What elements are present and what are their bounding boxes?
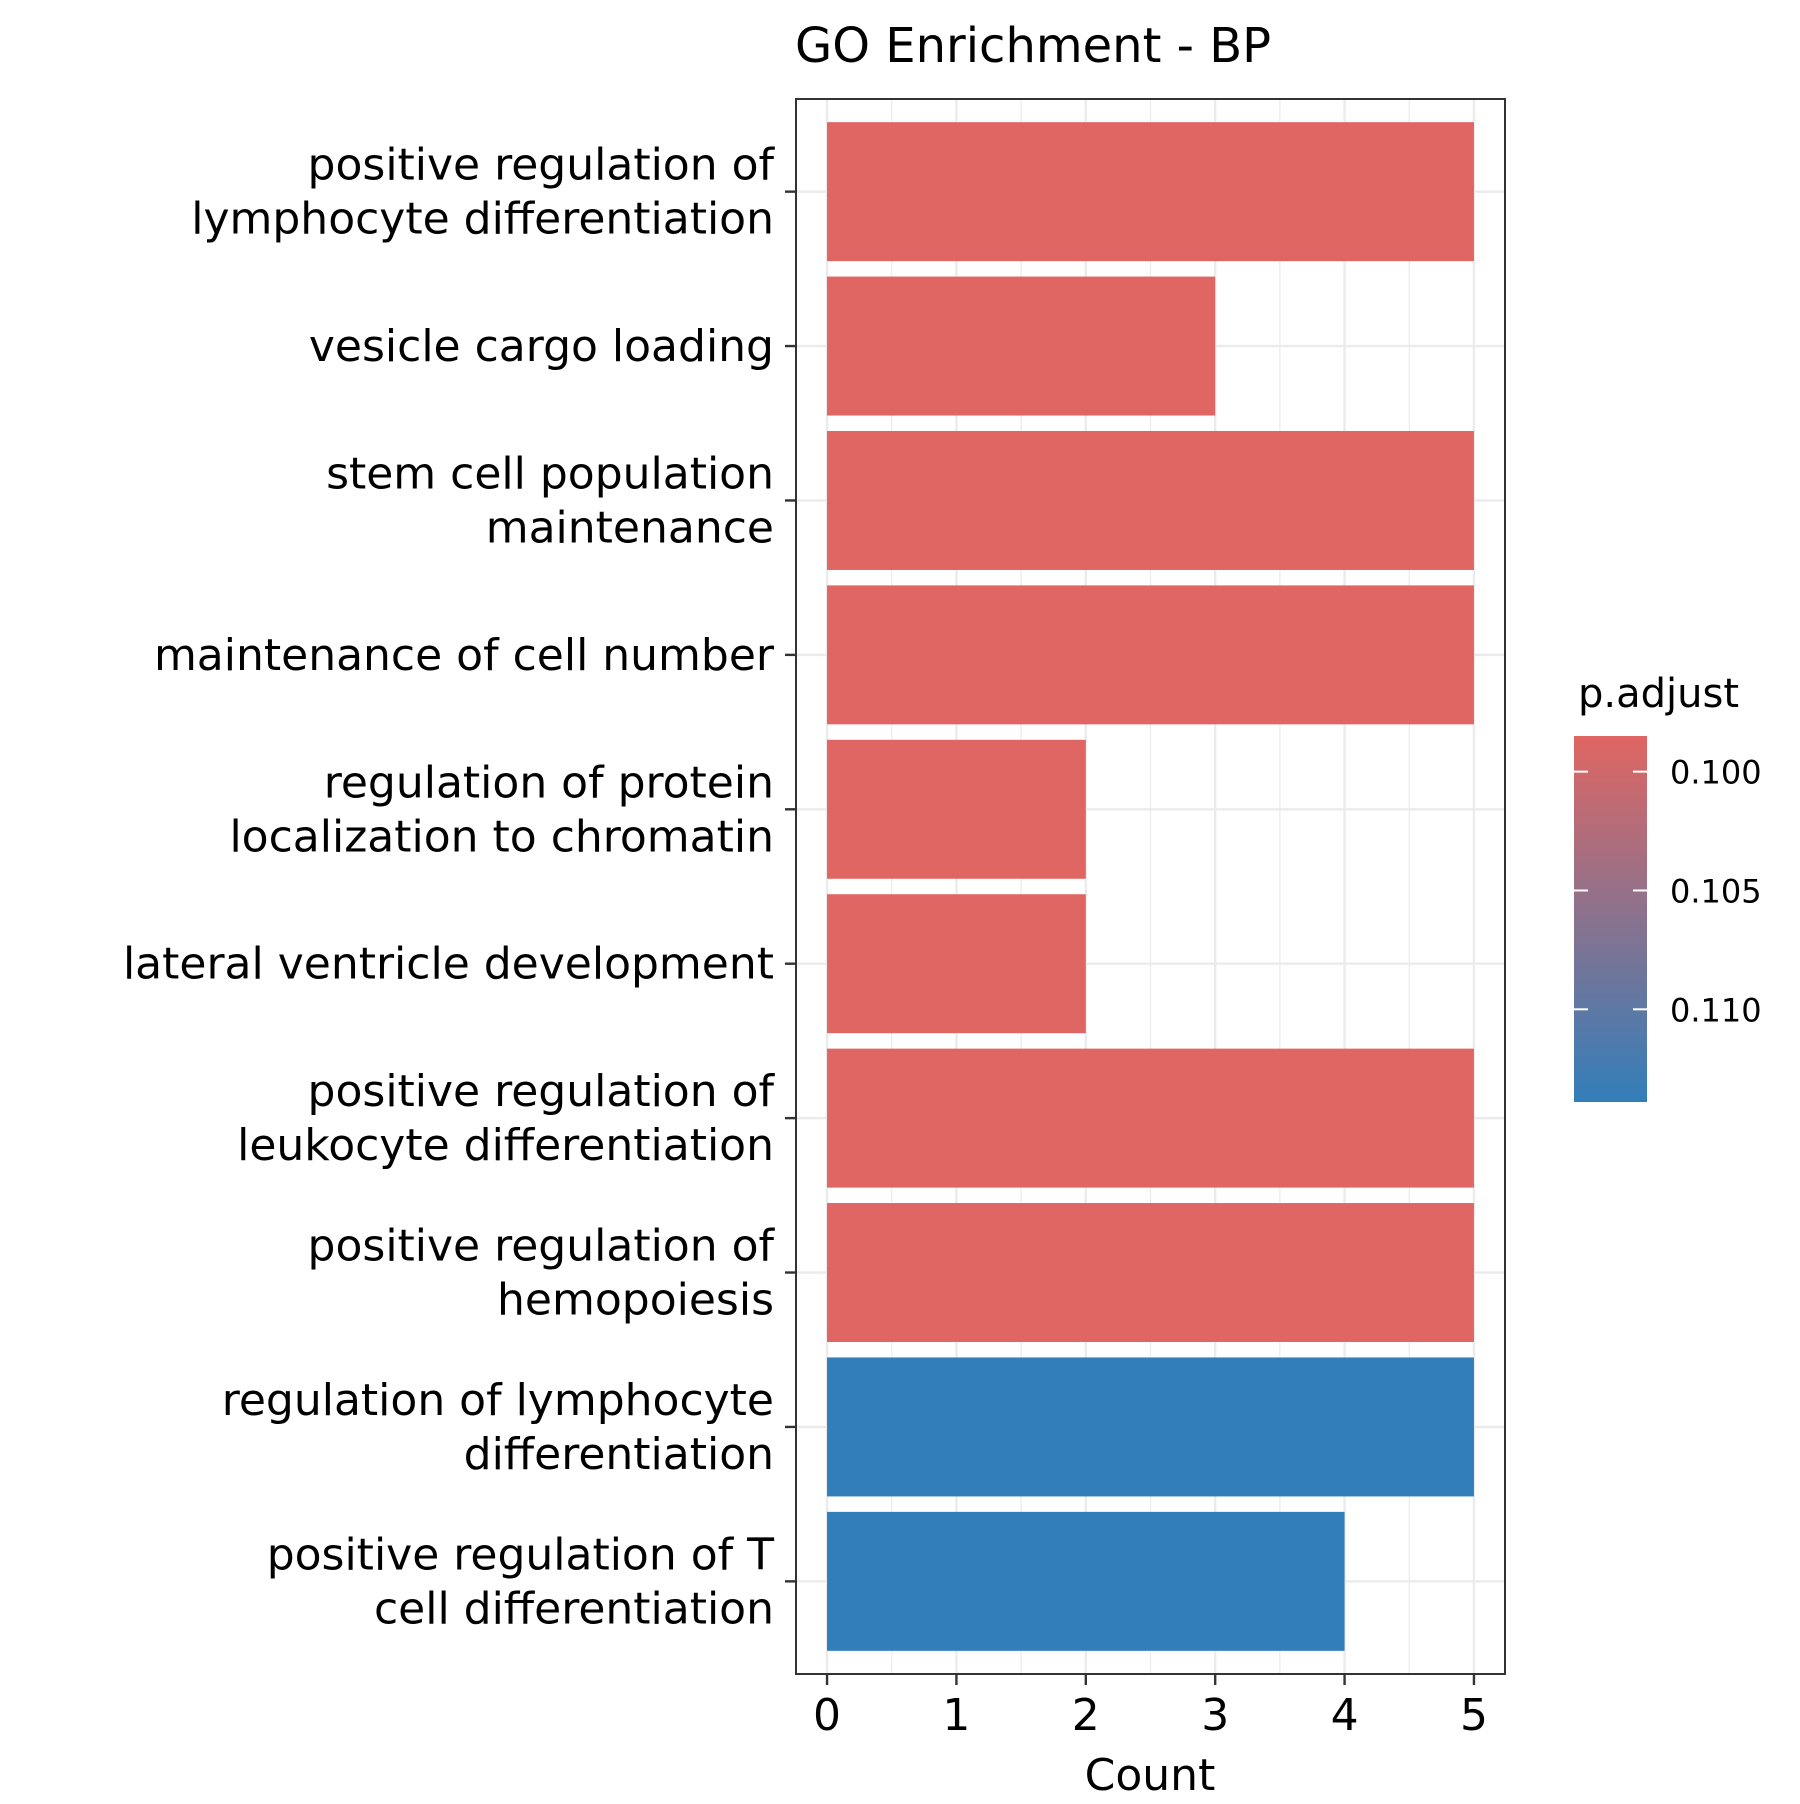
- y-tick-label: vesicle cargo loading: [309, 321, 774, 372]
- bars: [827, 122, 1474, 1651]
- plot-panel-border: [795, 98, 1506, 1675]
- y-tick-label: lateral ventricle development: [123, 939, 774, 990]
- legend-colorbar: [1574, 736, 1647, 1102]
- y-tick-label: regulation of protein localization to chr…: [229, 757, 774, 862]
- legend-tick-label: 0.105: [1670, 872, 1762, 910]
- bar: [827, 739, 1086, 879]
- legend-tick-label: 0.100: [1670, 754, 1762, 792]
- y-tick-label: positive regulation of hemopoiesis: [308, 1221, 776, 1326]
- legend-tick-label: 0.110: [1670, 991, 1762, 1029]
- x-tick-label: 0: [813, 1690, 841, 1741]
- bar: [827, 1203, 1474, 1343]
- x-tick-label: 3: [1201, 1690, 1229, 1741]
- x-tick-label: 2: [1072, 1690, 1100, 1741]
- y-tick-label: maintenance of cell number: [154, 630, 775, 681]
- legend-title: p.adjust: [1578, 671, 1739, 717]
- chart-title: GO Enrichment - BP: [795, 18, 1271, 74]
- x-axis-title: Count: [1085, 1750, 1216, 1800]
- bar: [827, 430, 1474, 570]
- y-tick-label: stem cell population maintenance: [326, 448, 774, 553]
- bar: [827, 585, 1474, 725]
- y-tick-label: positive regulation of leukocyte differen…: [237, 1066, 775, 1171]
- y-axis-ticks: positive regulation of lymphocyte differe…: [123, 140, 796, 1634]
- x-tick-label: 5: [1460, 1690, 1488, 1741]
- bar: [827, 1511, 1345, 1651]
- bar: [827, 1357, 1474, 1497]
- x-axis-ticks: 0 1 2 3 4 5: [813, 1674, 1488, 1741]
- y-tick-label: positive regulation of lymphocyte differe…: [191, 140, 775, 245]
- bar: [827, 276, 1216, 416]
- color-legend: p.adjust 0.100 0.105 0.110: [1574, 671, 1762, 1102]
- bar: [827, 122, 1474, 262]
- bar: [827, 894, 1086, 1034]
- bar: [827, 1048, 1474, 1188]
- x-tick-label: 4: [1331, 1690, 1359, 1741]
- x-tick-label: 1: [942, 1690, 970, 1741]
- y-tick-label: regulation of lymphocyte differentiation: [222, 1375, 774, 1480]
- legend-ticks: 0.100 0.105 0.110: [1574, 754, 1762, 1029]
